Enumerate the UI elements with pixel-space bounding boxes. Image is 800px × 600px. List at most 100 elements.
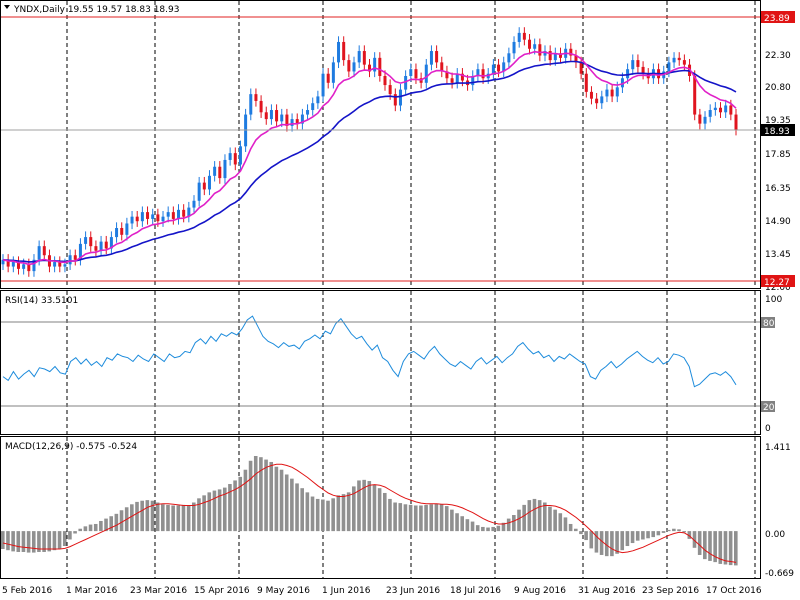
macd-histogram-bar [73, 531, 77, 534]
macd-histogram-bar [114, 513, 119, 532]
macd-histogram-bar [357, 480, 361, 532]
svg-text:18.93: 18.93 [764, 127, 790, 137]
macd-histogram-bar [666, 529, 671, 532]
price-tick: 16.35 [765, 184, 791, 194]
macd-histogram-bar [16, 531, 21, 552]
candle-body [522, 32, 526, 40]
candle-body [42, 246, 46, 256]
candle-body [553, 53, 557, 61]
macd-histogram-bar [413, 505, 418, 532]
date-label: 23 Jun 2016 [386, 586, 440, 596]
candle-body [22, 264, 26, 269]
candle-body [89, 237, 93, 247]
macd-histogram-bar [52, 531, 57, 551]
candle-body [460, 73, 464, 81]
macd-histogram-bar [703, 531, 707, 560]
candle-body [11, 262, 15, 267]
candle-body [388, 85, 392, 95]
candle-body [528, 39, 532, 49]
macd-histogram-bar [522, 504, 526, 532]
candle-body [151, 214, 155, 219]
macd-histogram-bar [496, 525, 501, 532]
macd-histogram-bar [217, 489, 222, 532]
candle-body [78, 243, 82, 260]
rsi-tag-80: 80 [761, 317, 775, 329]
macd-histogram-bar [372, 484, 377, 532]
macd-histogram-bar [166, 504, 170, 532]
candle-body [481, 69, 485, 79]
macd-histogram-bar [274, 466, 279, 532]
macd-histogram-bar [460, 516, 465, 532]
candle-body [94, 246, 98, 251]
candle-body [373, 57, 377, 72]
main-header-text: YNDX,Daily 19.55 19.57 18.83 18.93 [13, 5, 179, 15]
macd-histogram-bar [382, 492, 387, 532]
candle-body [543, 51, 547, 56]
macd-histogram-bar [37, 531, 41, 552]
rsi-tick-0: 0 [765, 424, 771, 434]
candle-body [497, 64, 501, 72]
macd-tick-zero: 0.00 [765, 530, 785, 540]
candle-body [182, 209, 186, 217]
low-level-tag: 12.27 [761, 275, 795, 288]
date-label: 1 Mar 2016 [66, 586, 118, 596]
macd-histogram-bar [486, 527, 490, 532]
date-label: 31 Aug 2016 [578, 586, 636, 596]
candle-body [641, 66, 645, 74]
main-pane[interactable] [0, 0, 761, 289]
candle-body [311, 103, 315, 111]
candle-body [589, 91, 593, 99]
macd-histogram-bar [68, 531, 72, 540]
macd-histogram-bar [290, 478, 294, 532]
candle-body [337, 41, 341, 63]
candle-body [682, 60, 686, 65]
macd-histogram-bar [604, 531, 609, 557]
candle-body [228, 153, 232, 160]
candle-body [207, 175, 211, 190]
macd-histogram-bar [140, 500, 144, 532]
macd-histogram-bar [377, 488, 382, 532]
macd-histogram-bar [295, 483, 299, 532]
macd-histogram-bar [713, 531, 717, 563]
date-label: 18 Jul 2016 [450, 586, 501, 596]
macd-histogram-bar [481, 526, 485, 532]
macd-histogram-bar [439, 504, 444, 532]
candle-body [120, 228, 124, 235]
macd-histogram-bar [429, 504, 434, 532]
macd-histogram-bar [78, 528, 83, 532]
candle-body [724, 105, 728, 113]
price-tick: 14.90 [765, 217, 791, 227]
candle-body [440, 62, 444, 72]
macd-histogram-bar [424, 504, 428, 532]
macd-histogram-bar [532, 498, 537, 532]
macd-histogram-bar [672, 528, 676, 532]
candle-body [450, 78, 454, 83]
macd-histogram-bar [21, 531, 26, 552]
candle-body [517, 32, 521, 42]
candle-body [125, 223, 129, 235]
macd-histogram-bar [11, 531, 15, 552]
svg-text:12.27: 12.27 [764, 278, 790, 288]
macd-histogram-bar [455, 513, 459, 532]
rsi-pane[interactable] [0, 290, 761, 435]
candle-body [254, 94, 258, 101]
candle-body [264, 112, 268, 120]
rsi-tag-20: 20 [761, 401, 775, 413]
candle-body [58, 262, 62, 267]
macd-histogram-bar [130, 504, 134, 532]
candle-body [445, 71, 449, 79]
candle-body [326, 73, 330, 83]
macd-histogram-bar [734, 531, 738, 566]
candle-body [192, 200, 196, 208]
macd-histogram-bar [470, 521, 475, 532]
macd-histogram-bar [279, 469, 284, 532]
candle-body [698, 114, 702, 124]
price-series [1, 27, 738, 277]
candle-body [295, 119, 299, 124]
candle-body [290, 119, 294, 126]
macd-histogram-bar [656, 531, 661, 536]
chevron-down-icon[interactable] [4, 5, 10, 9]
price-tick: 19.35 [765, 116, 791, 126]
macd-histogram-bar [548, 506, 552, 532]
candle-body [161, 216, 165, 222]
